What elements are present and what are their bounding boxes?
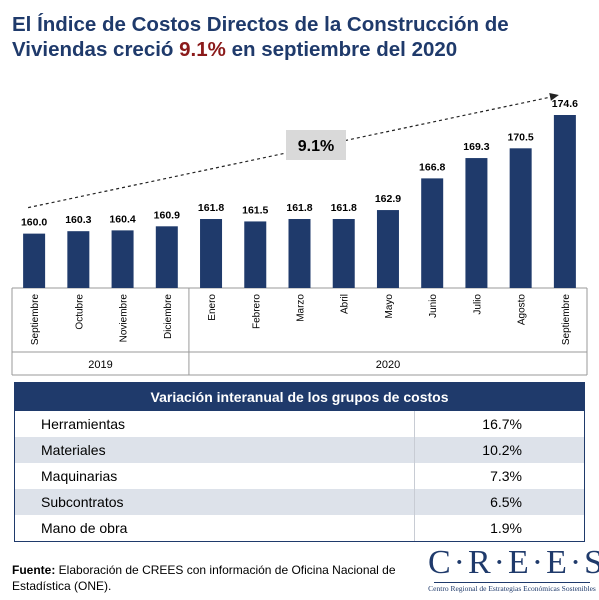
category-label: Septiembre: [561, 294, 572, 346]
bar-chart: 160.0 Septiembre 160.3 Octubre 160.4 Noviembr…: [11, 92, 588, 376]
source-label: Fuente:: [12, 563, 56, 577]
table-row: Mano de obra 1.9%: [15, 515, 584, 541]
source-note: Fuente: Elaboración de CREES con informa…: [12, 562, 402, 594]
logo-rule: [434, 582, 590, 583]
category-label: Octubre: [74, 294, 85, 330]
data-label: 160.0: [21, 217, 47, 229]
cost-groups-table: Variación interanual de los grupos de co…: [14, 382, 585, 542]
category-label: Septiembre: [30, 294, 41, 346]
category-label: Abril: [340, 294, 351, 314]
category-label: Diciembre: [163, 294, 174, 339]
trend-arrow-line: [27, 96, 552, 209]
data-label: 161.5: [242, 204, 268, 216]
category-label: Febrero: [251, 294, 262, 329]
category-label: Marzo: [296, 294, 307, 322]
bar: [244, 221, 267, 288]
annotation-box: [286, 130, 346, 160]
bar: [465, 158, 488, 288]
table-row: Herramientas 16.7%: [15, 411, 584, 437]
bar: [376, 210, 399, 288]
category-label: Agosto: [517, 294, 528, 326]
row-value: 6.5%: [490, 494, 522, 510]
category-label: Enero: [207, 294, 218, 321]
data-label: 170.5: [508, 131, 534, 143]
row-name: Herramientas: [15, 411, 415, 437]
data-label: 160.9: [154, 209, 180, 221]
bar: [155, 226, 178, 288]
data-label: 169.3: [463, 141, 489, 153]
title-highlight: 9.1%: [179, 38, 226, 61]
table-row: Materiales 10.2%: [15, 437, 584, 463]
bar: [111, 230, 134, 288]
data-label: 161.8: [286, 202, 312, 214]
group-label: 2019: [88, 359, 112, 371]
data-label: 160.3: [65, 214, 91, 226]
row-name: Subcontratos: [15, 489, 415, 515]
data-label: 160.4: [109, 213, 135, 225]
row-value: 10.2%: [482, 442, 522, 458]
crees-logo: C·R·E·E·S Centro Regional de Estrategias…: [428, 544, 599, 594]
bar: [332, 219, 355, 288]
data-label: 161.8: [331, 202, 357, 214]
table-row: Maquinarias 7.3%: [15, 463, 584, 489]
title-part1: El Índice de Costos Directos de la Const…: [12, 13, 509, 61]
data-label: 161.8: [198, 202, 224, 214]
bar: [288, 219, 311, 288]
source-text: Elaboración de CREES con información de …: [12, 563, 396, 593]
annotation-label: 9.1%: [298, 138, 334, 155]
category-label: Noviembre: [119, 294, 130, 343]
data-label: 174.6: [552, 98, 578, 110]
logo-subtitle: Centro Regional de Estrategias Económica…: [428, 584, 596, 593]
table-header: Variación interanual de los grupos de co…: [15, 383, 584, 411]
row-value: 7.3%: [490, 468, 522, 484]
page-title: El Índice de Costos Directos de la Const…: [12, 12, 592, 62]
row-name: Mano de obra: [15, 515, 415, 541]
category-label: Mayo: [384, 294, 395, 319]
bar: [200, 219, 223, 288]
table-row: Subcontratos 6.5%: [15, 489, 584, 515]
bar: [67, 231, 90, 288]
row-name: Materiales: [15, 437, 415, 463]
row-value: 16.7%: [482, 416, 522, 432]
bar: [23, 233, 46, 288]
title-part2: en septiembre del 2020: [225, 38, 458, 61]
logo-name: C·R·E·E·S: [428, 544, 599, 581]
category-label: Junio: [428, 294, 439, 318]
row-name: Maquinarias: [15, 463, 415, 489]
data-label: 166.8: [419, 161, 445, 173]
bar: [553, 115, 576, 288]
category-label: Julio: [472, 294, 483, 315]
data-label: 162.9: [375, 193, 401, 205]
bar: [421, 178, 444, 288]
bar: [509, 148, 532, 288]
group-label: 2020: [376, 359, 400, 371]
trend-arrow-head: [549, 92, 559, 101]
row-value: 1.9%: [490, 520, 522, 536]
